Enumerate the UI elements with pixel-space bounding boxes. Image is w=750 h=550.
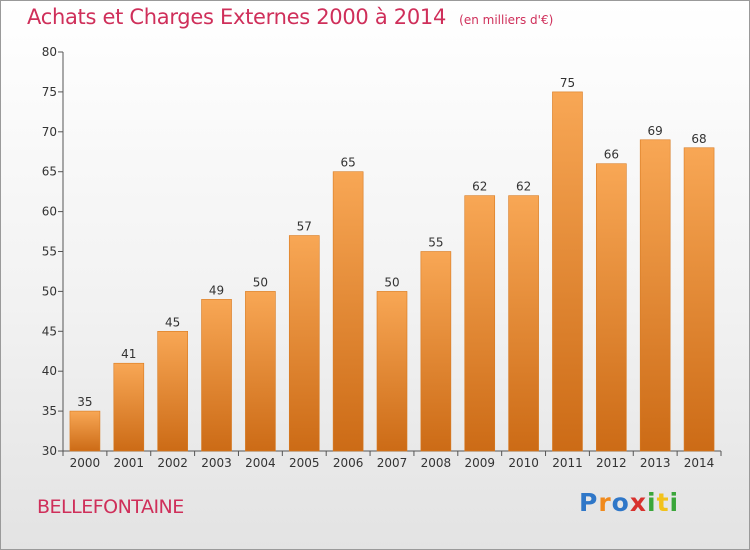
chart-title: Achats et Charges Externes 2000 à 2014 — [27, 5, 447, 29]
y-tick-label: 65 — [42, 165, 57, 179]
bar — [113, 362, 145, 452]
x-tick-label: 2001 — [114, 456, 145, 470]
x-tick-label: 2002 — [157, 456, 188, 470]
logo-letter: i — [669, 488, 680, 517]
x-tick-label: 2013 — [640, 456, 671, 470]
bar — [508, 195, 539, 452]
data-label: 69 — [648, 124, 663, 138]
bar — [201, 299, 232, 452]
data-label: 62 — [472, 180, 487, 194]
data-label: 35 — [77, 395, 92, 409]
data-label: 62 — [516, 180, 531, 194]
logo-letter: P — [579, 488, 599, 517]
logo-letter: o — [611, 488, 630, 517]
y-tick-label: 40 — [42, 364, 57, 378]
x-tick-label: 2007 — [377, 456, 408, 470]
y-tick-label: 80 — [42, 45, 57, 59]
data-label: 65 — [340, 156, 355, 170]
bar — [420, 251, 452, 452]
data-label: 45 — [165, 315, 180, 329]
bar — [157, 330, 188, 452]
chart-unit: (en milliers d'€) — [459, 13, 554, 27]
bar — [332, 171, 364, 452]
bar — [288, 235, 320, 452]
x-tick-label: 2011 — [552, 456, 583, 470]
data-label: 50 — [253, 275, 268, 289]
y-tick-label: 70 — [42, 125, 57, 139]
chart-title-block: Achats et Charges Externes 2000 à 2014 (… — [27, 5, 553, 29]
x-tick-label: 2009 — [464, 456, 495, 470]
bar — [69, 410, 101, 452]
x-tick-label: 2008 — [421, 456, 452, 470]
data-label: 50 — [384, 275, 399, 289]
x-tick-label: 2014 — [684, 456, 715, 470]
data-label: 75 — [560, 76, 575, 90]
bar — [596, 163, 627, 452]
data-label: 41 — [121, 347, 136, 361]
y-tick-label: 55 — [42, 245, 57, 259]
x-tick-label: 2005 — [289, 456, 320, 470]
bar — [552, 91, 583, 452]
commune-name: BELLEFONTAINE — [37, 496, 184, 518]
y-tick-label: 45 — [42, 324, 57, 338]
bar — [639, 139, 671, 452]
logo-letter: t — [656, 488, 670, 517]
x-tick-label: 2010 — [508, 456, 539, 470]
logo-letter: r — [598, 488, 612, 517]
x-tick-label: 2004 — [245, 456, 276, 470]
data-label: 57 — [297, 220, 312, 234]
data-label: 66 — [604, 148, 619, 162]
data-label: 49 — [209, 283, 224, 297]
data-label: 55 — [428, 236, 443, 250]
data-label: 68 — [691, 132, 706, 146]
bar — [464, 195, 496, 452]
logo-letter: i — [647, 488, 657, 517]
proxiti-logo: Proxiti — [579, 488, 679, 517]
bar — [376, 291, 408, 452]
x-tick-label: 2012 — [596, 456, 627, 470]
y-tick-label: 35 — [42, 404, 57, 418]
chart-axes: 30 35 40 45 50 55 60 65 70 75 80 — [42, 45, 722, 458]
logo-letter: x — [629, 488, 647, 517]
chart-labels: 35 2000 41 2001 45 2002 49 2003 50 2004 57 2005 65 20… — [70, 76, 715, 470]
x-tick-label: 2006 — [333, 456, 364, 470]
chart-bars — [69, 91, 715, 452]
y-tick-label: 50 — [42, 284, 57, 298]
x-tick-label: 2003 — [201, 456, 232, 470]
bar — [683, 147, 715, 452]
y-tick-label: 75 — [42, 85, 57, 99]
y-tick-label: 30 — [42, 444, 57, 458]
bar — [245, 291, 276, 452]
y-tick-label: 60 — [42, 205, 57, 219]
x-tick-label: 2000 — [70, 456, 101, 470]
